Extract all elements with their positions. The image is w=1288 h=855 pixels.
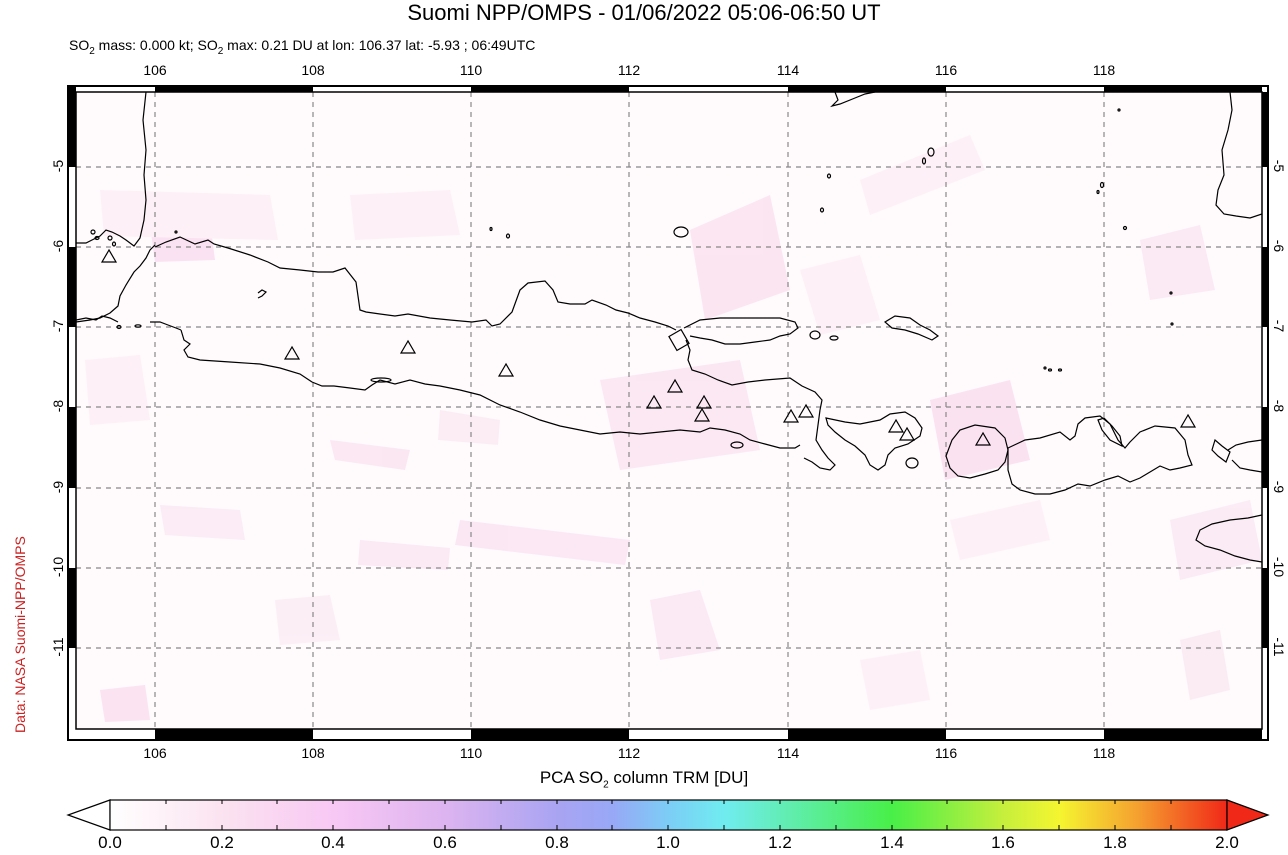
top-lon-tick: 116 [934,62,958,78]
bottom-scale-bar [155,729,1262,740]
left-lat-tick: -8 [50,399,66,413]
colorbar-max-arrow [1226,799,1270,831]
so2-field [85,135,1262,722]
colorbar-label: PCA SO2 column TRM [DU] [539,768,749,791]
colorbar-tick: 0.0 [98,833,122,852]
colorbar-tick: 0.8 [545,833,569,852]
gridlines [76,92,1262,729]
top-lon-tick: 106 [143,62,167,78]
top-lon-tick: 118 [1092,62,1116,78]
colorbar [66,799,1270,831]
coastlines [76,92,1262,563]
right-lat-tick: -8 [1271,399,1287,413]
right-lat-tick: -7 [1271,319,1287,333]
top-lon-tick: 114 [776,62,800,78]
colorbar-tick: 1.2 [768,833,792,852]
colorbar-tick: 1.0 [656,833,680,852]
left-lat-tick: -11 [50,637,66,657]
bottom-lon-tick: 112 [617,745,641,761]
right-lat-tick: -11 [1271,637,1287,657]
left-lat-tick: -10 [50,556,66,578]
bottom-lon-tick: 114 [776,745,800,761]
right-lat-tick: -9 [1271,480,1287,494]
colorbar-tick: 1.4 [880,833,904,852]
top-lon-tick: 112 [617,62,641,78]
right-scale-bar [1262,92,1268,648]
colorbar-tick: 2.0 [1215,833,1239,852]
left-lat-tick: -9 [50,480,66,494]
bottom-lon-tick: 116 [934,745,958,761]
left-lat-tick: -7 [50,319,66,333]
bottom-lon-tick: 106 [143,745,167,761]
colorbar-tick: 0.6 [433,833,457,852]
right-lat-tick: -10 [1271,556,1287,578]
top-lon-tick: 110 [459,62,483,78]
colorbar-tick: 0.4 [321,833,345,852]
colorbar-min-arrow [66,799,111,831]
volcano-markers [100,248,1197,446]
left-lat-tick: -6 [50,239,66,253]
bottom-lon-tick: 108 [301,745,325,761]
left-scale-bar [68,86,76,648]
bottom-lon-tick: 118 [1092,745,1116,761]
right-lat-tick: -6 [1271,239,1287,253]
colorbar-tick: 1.8 [1103,833,1127,852]
bottom-lon-tick: 110 [459,745,483,761]
colorbar-tick: 1.6 [991,833,1015,852]
top-scale-bar [155,86,1262,92]
left-lat-tick: -5 [50,159,66,173]
map-title: Suomi NPP/OMPS - 01/06/2022 05:06-06:50 … [407,0,881,25]
map-subtitle: SO2 mass: 0.000 kt; SO2 max: 0.21 DU at … [69,37,536,57]
right-lat-tick: -5 [1271,159,1287,173]
top-lon-tick: 108 [301,62,325,78]
colorbar-tick: 0.2 [210,833,234,852]
